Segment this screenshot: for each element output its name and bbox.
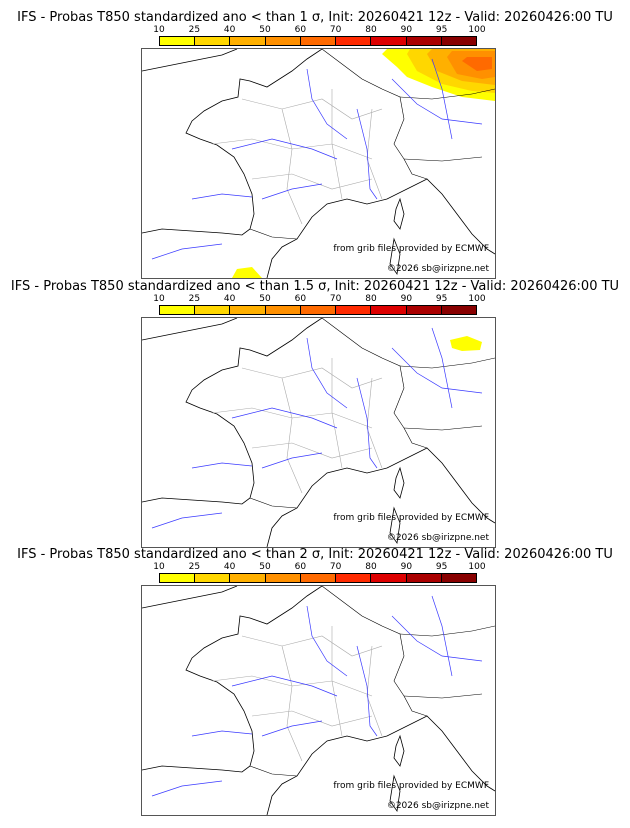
colorbar-tick-label: 50 bbox=[259, 25, 271, 35]
panel-2sigma: IFS - Probas T850 standardized ano < tha… bbox=[0, 537, 630, 816]
colorbar-segment bbox=[300, 306, 337, 314]
colorbar-tick-label: 60 bbox=[294, 294, 307, 304]
colorbar-segment bbox=[230, 37, 266, 45]
panel-1-5sigma: IFS - Probas T850 standardized ano < tha… bbox=[0, 269, 630, 548]
colorbar-segment bbox=[371, 37, 407, 45]
colorbar-tick-label: 40 bbox=[223, 294, 236, 304]
colorbar-tick-label: 100 bbox=[468, 294, 486, 304]
probability-map: from grib files provided by ECMWF ©2026 … bbox=[141, 585, 496, 816]
colorbar-tick-label: 100 bbox=[468, 25, 486, 35]
copyright-credit: ©2026 sb@irizpne.net bbox=[386, 533, 489, 543]
colorbar-tick-label: 95 bbox=[435, 25, 448, 35]
panel-title: IFS - Probas T850 standardized ano < tha… bbox=[17, 547, 613, 562]
colorbar-tick-label: 50 bbox=[259, 294, 271, 304]
colorbar-tick-label: 10 bbox=[153, 562, 165, 572]
colorbar-segment bbox=[441, 306, 476, 314]
colorbar-segment bbox=[441, 574, 476, 582]
colorbar-tick-label: 80 bbox=[365, 25, 377, 35]
map-drawing bbox=[142, 318, 495, 547]
panel-1sigma: IFS - Probas T850 standardized ano < tha… bbox=[0, 0, 630, 279]
colorbar-tick-label: 40 bbox=[223, 562, 236, 572]
colorbar-segment bbox=[160, 37, 196, 45]
colorbar-tick-label: 25 bbox=[188, 25, 201, 35]
colorbar-tick-label: 40 bbox=[223, 25, 236, 35]
colorbar-segment bbox=[371, 574, 407, 582]
colorbar-tick-label: 70 bbox=[329, 294, 342, 304]
colorbar-tick-label: 70 bbox=[329, 25, 342, 35]
colorbar-ticks: 10 25 40 50 60 70 80 90 95 100 bbox=[153, 25, 485, 35]
colorbar-segment bbox=[265, 306, 301, 314]
probability-area bbox=[450, 336, 482, 351]
source-credit: from grib files provided by ECMWF bbox=[333, 781, 489, 791]
copyright-credit: ©2026 sb@irizpne.net bbox=[386, 801, 489, 811]
source-credit: from grib files provided by ECMWF bbox=[333, 513, 489, 523]
colorbar-segment bbox=[336, 574, 372, 582]
colorbar-tick-label: 90 bbox=[400, 562, 413, 572]
colorbar-tick-label: 70 bbox=[329, 562, 342, 572]
colorbar-tick-label: 95 bbox=[435, 294, 448, 304]
colorbar-tick-label: 10 bbox=[153, 294, 165, 304]
colorbar-segment bbox=[406, 37, 442, 45]
colorbar-segment bbox=[195, 574, 231, 582]
map-drawing bbox=[142, 49, 495, 278]
panel-title: IFS - Probas T850 standardized ano < tha… bbox=[10, 279, 620, 294]
colorbar-tick-label: 100 bbox=[468, 562, 486, 572]
colorbar-tick-label: 90 bbox=[400, 25, 413, 35]
colorbar-tick-label: 25 bbox=[188, 294, 201, 304]
colorbar-segment bbox=[265, 574, 301, 582]
colorbar-tick-label: 80 bbox=[365, 294, 377, 304]
source-credit: from grib files provided by ECMWF bbox=[333, 244, 489, 254]
colorbar bbox=[159, 305, 477, 315]
colorbar-tick-label: 80 bbox=[365, 562, 377, 572]
probability-area bbox=[232, 49, 495, 278]
probability-map: from grib files provided by ECMWF ©2026 … bbox=[141, 48, 496, 279]
colorbar-segment bbox=[300, 37, 337, 45]
colorbar-segment bbox=[265, 37, 301, 45]
colorbar-segment bbox=[441, 37, 476, 45]
probability-map: from grib files provided by ECMWF ©2026 … bbox=[141, 317, 496, 548]
colorbar-segment bbox=[300, 574, 337, 582]
colorbar-tick-label: 60 bbox=[294, 25, 307, 35]
colorbar-segment bbox=[371, 306, 407, 314]
colorbar-segment bbox=[406, 306, 442, 314]
colorbar-segment bbox=[406, 574, 442, 582]
panel-title: IFS - Probas T850 standardized ano < tha… bbox=[17, 10, 613, 25]
colorbar-tick-label: 95 bbox=[435, 562, 448, 572]
colorbar-tick-label: 10 bbox=[153, 25, 165, 35]
colorbar-tick-label: 50 bbox=[259, 562, 271, 572]
colorbar-segment bbox=[160, 574, 196, 582]
colorbar-segment bbox=[195, 306, 231, 314]
colorbar-segment bbox=[336, 306, 372, 314]
colorbar-ticks: 10 25 40 50 60 70 80 90 95 100 bbox=[153, 294, 485, 304]
colorbar-tick-label: 60 bbox=[294, 562, 307, 572]
colorbar bbox=[159, 573, 477, 583]
copyright-credit: ©2026 sb@irizpne.net bbox=[386, 264, 489, 274]
colorbar-segment bbox=[230, 574, 266, 582]
colorbar-tick-label: 90 bbox=[400, 294, 413, 304]
colorbar-tick-label: 25 bbox=[188, 562, 201, 572]
colorbar bbox=[159, 36, 477, 46]
colorbar-segment bbox=[336, 37, 372, 45]
colorbar-ticks: 10 25 40 50 60 70 80 90 95 100 bbox=[153, 562, 485, 572]
colorbar-segment bbox=[195, 37, 231, 45]
colorbar-segment bbox=[160, 306, 196, 314]
colorbar-segment bbox=[230, 306, 266, 314]
